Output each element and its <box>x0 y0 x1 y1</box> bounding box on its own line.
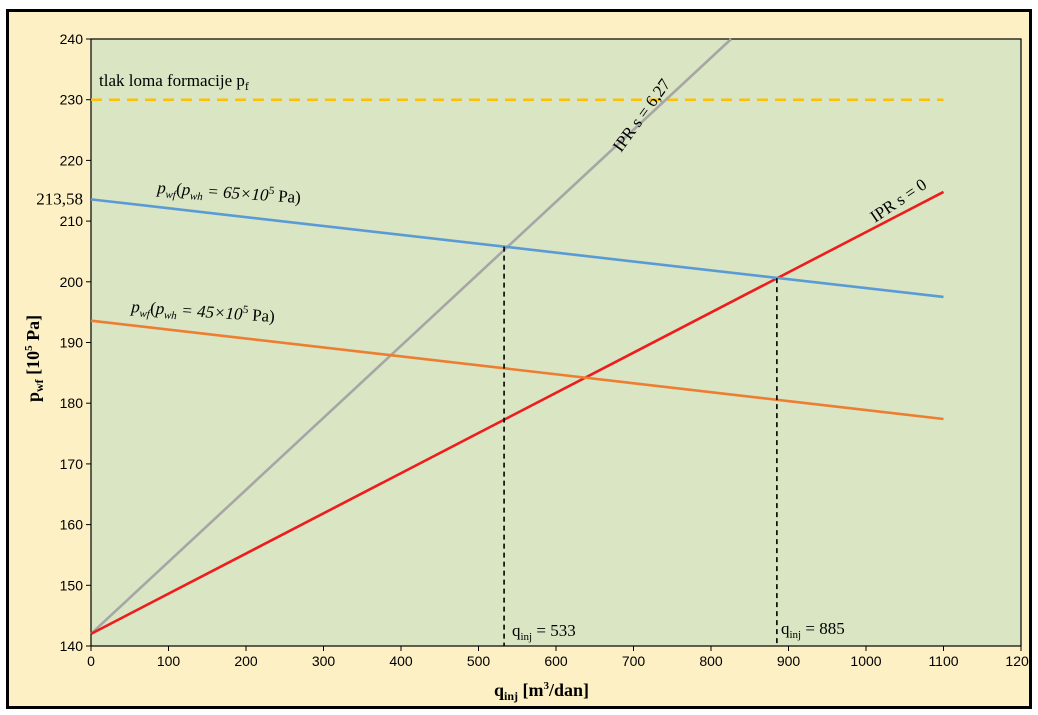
fracture-pressure-label: tlak loma formacije pf <box>99 71 249 93</box>
y-tick-label: 160 <box>60 517 84 533</box>
chart-frame: 140 150 160 170 180 190 200 210 220 230 240 213,58 … <box>6 9 1032 709</box>
x-tick-label: 700 <box>622 653 646 669</box>
x-axis-ticks: 0 100 200 300 400 500 600 700 800 900 1000 1100 1200 <box>87 646 1029 669</box>
x-tick-label: 0 <box>87 653 95 669</box>
x-tick-label: 1100 <box>928 653 958 669</box>
y-axis-ticks: 140 150 160 170 180 190 200 210 220 230 240 213,58 <box>36 31 91 654</box>
y-tick-label: 190 <box>60 335 84 351</box>
y-tick-label: 230 <box>60 92 84 108</box>
x-tick-label: 400 <box>389 653 413 669</box>
q885-label: qinj = 885 <box>781 619 845 641</box>
y-tick-label: 150 <box>60 577 84 593</box>
pwf-pwh-65-line <box>90 198 944 299</box>
y-tick-label: 220 <box>60 152 84 168</box>
x-tick-label: 100 <box>157 653 181 669</box>
vertical-markers <box>503 246 778 646</box>
x-tick-label: 900 <box>777 653 801 669</box>
x-tick-label: 800 <box>699 653 723 669</box>
plot-area <box>90 38 1022 647</box>
x-tick-label: 500 <box>467 653 491 669</box>
y-tick-label: 170 <box>60 456 84 472</box>
x-tick-label: 300 <box>312 653 336 669</box>
chart: 140150160170180190200210220230240213,58 … <box>23 31 1029 703</box>
blue-series-label: pwf(pwh = 65×105 Pa) <box>156 177 302 210</box>
series-lines <box>90 38 945 636</box>
ipr-s-0-line <box>90 190 945 636</box>
pwf-pwh-45-line <box>90 319 944 421</box>
x-tick-label: 1000 <box>850 653 881 669</box>
x-axis-title: qinj [m3/dan] <box>494 680 589 703</box>
y-tick-label: 240 <box>60 31 84 47</box>
y-tick-label: 180 <box>60 395 84 411</box>
x-tick-label: 600 <box>544 653 568 669</box>
x-tick-label: 200 <box>234 653 258 669</box>
y-axis-title: pwf [105 Pa] <box>23 315 46 402</box>
orange-series-label: pwf(pwh = 45×105 Pa) <box>130 296 276 329</box>
y-tick-label-extra: 213,58 <box>36 189 83 208</box>
ipr-s-627-line <box>90 38 733 635</box>
q533-label: qinj = 533 <box>512 621 576 643</box>
x-tick-label: 1200 <box>1005 653 1029 669</box>
y-tick-label: 140 <box>60 638 84 654</box>
y-tick-label: 210 <box>60 213 84 229</box>
y-tick-label: 200 <box>60 274 84 290</box>
